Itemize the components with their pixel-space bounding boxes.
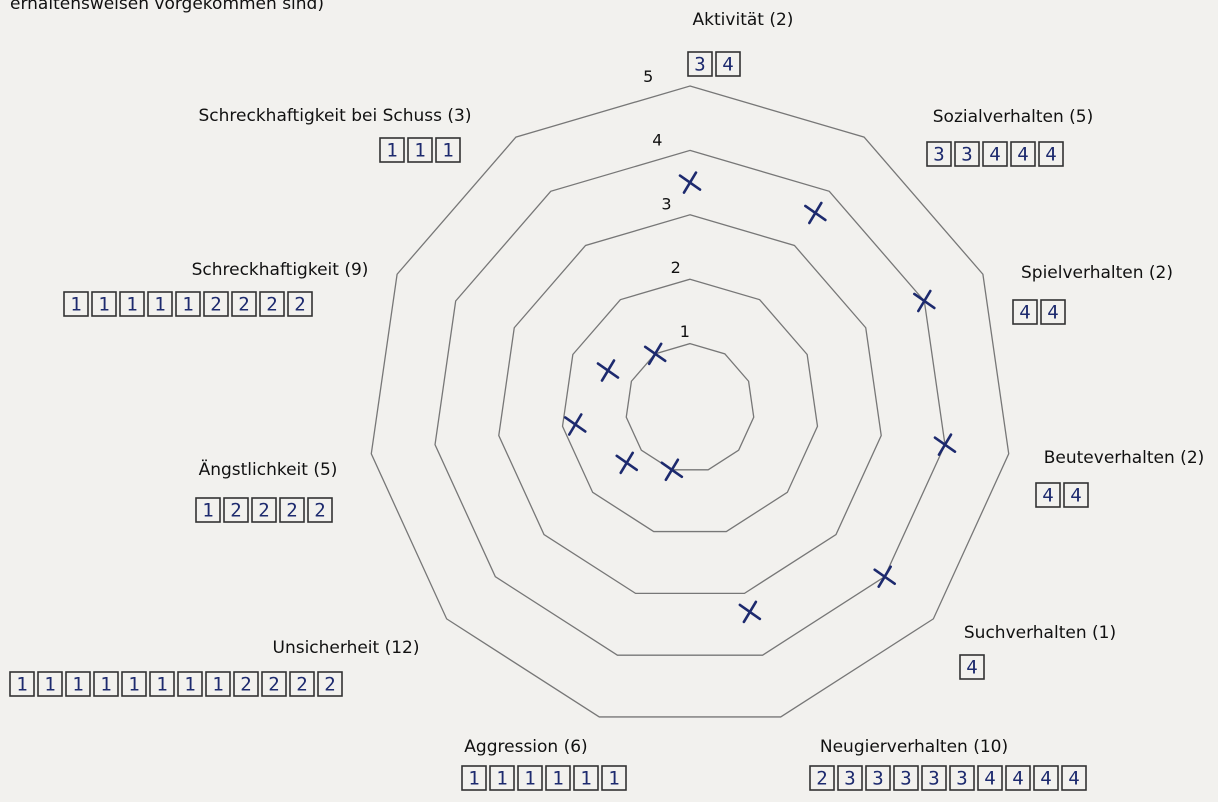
rating: 1 <box>44 674 55 696</box>
x-mark <box>805 203 825 223</box>
axis-label: Unsicherheit (12) <box>273 638 420 658</box>
rating: 4 <box>1019 302 1030 324</box>
rating: 4 <box>966 657 977 679</box>
rating: 4 <box>1012 768 1023 790</box>
rating: 1 <box>154 294 165 316</box>
rating: 3 <box>844 768 855 790</box>
rating: 1 <box>580 768 591 790</box>
rating: 4 <box>1068 768 1079 790</box>
axis-label: Sozialverhalten (5) <box>933 107 1094 127</box>
rating: 3 <box>933 144 944 166</box>
rating: 2 <box>324 674 335 696</box>
rating: 2 <box>238 294 249 316</box>
rating: 1 <box>72 674 83 696</box>
rating: 1 <box>100 674 111 696</box>
rating: 4 <box>1042 485 1053 507</box>
rating: 3 <box>900 768 911 790</box>
x-mark <box>598 361 618 381</box>
ring <box>499 215 881 594</box>
rating: 1 <box>414 140 425 162</box>
rating: 2 <box>294 294 305 316</box>
x-mark <box>875 567 895 587</box>
rating: 3 <box>694 54 705 76</box>
ring-label: 5 <box>643 67 653 86</box>
chart: erhaltensweisen vorgekommen sind) 12345A… <box>0 0 1218 802</box>
axis-label: Neugierverhalten (10) <box>820 737 1008 757</box>
rating: 2 <box>314 500 325 522</box>
rating: 2 <box>210 294 221 316</box>
rating: 4 <box>1017 144 1028 166</box>
rating: 3 <box>928 768 939 790</box>
rating: 1 <box>552 768 563 790</box>
x-mark <box>914 291 934 311</box>
ring <box>626 344 753 470</box>
rating: 2 <box>230 500 241 522</box>
axis-label: Aktivität (2) <box>693 10 794 30</box>
rating: 4 <box>1047 302 1058 324</box>
rating: 1 <box>184 674 195 696</box>
x-mark <box>935 435 955 455</box>
rating: 4 <box>1070 485 1081 507</box>
axis-label: Aggression (6) <box>464 737 587 757</box>
rating: 2 <box>258 500 269 522</box>
axis-label: Schreckhaftigkeit bei Schuss (3) <box>199 106 472 126</box>
rating: 1 <box>212 674 223 696</box>
rating: 3 <box>956 768 967 790</box>
ring-label: 4 <box>652 131 662 150</box>
rating: 2 <box>286 500 297 522</box>
rating: 1 <box>496 768 507 790</box>
ring-label: 3 <box>661 194 671 213</box>
rating: 1 <box>156 674 167 696</box>
rating: 1 <box>386 140 397 162</box>
axis-label: Suchverhalten (1) <box>964 623 1116 643</box>
rating: 2 <box>266 294 277 316</box>
rating: 1 <box>524 768 535 790</box>
rating: 1 <box>442 140 453 162</box>
rating: 1 <box>202 500 213 522</box>
axis-label: Spielverhalten (2) <box>1021 263 1173 283</box>
rating: 4 <box>989 144 1000 166</box>
rating: 1 <box>182 294 193 316</box>
ring-label: 1 <box>680 322 690 341</box>
x-mark <box>645 344 665 364</box>
rating: 4 <box>1045 144 1056 166</box>
rating: 4 <box>984 768 995 790</box>
ring <box>563 279 818 531</box>
axis-label: Beuteverhalten (2) <box>1044 448 1205 468</box>
rating: 1 <box>468 768 479 790</box>
x-mark <box>680 173 700 193</box>
rating: 1 <box>98 294 109 316</box>
rating: 1 <box>16 674 27 696</box>
ring-label: 2 <box>671 258 681 277</box>
rating: 2 <box>816 768 827 790</box>
rating: 2 <box>268 674 279 696</box>
x-mark <box>740 602 760 622</box>
rating: 2 <box>296 674 307 696</box>
rating: 2 <box>240 674 251 696</box>
axis-label: Ängstlichkeit (5) <box>199 459 338 480</box>
rating: 1 <box>128 674 139 696</box>
rating: 1 <box>608 768 619 790</box>
rating: 4 <box>1040 768 1051 790</box>
rating: 3 <box>961 144 972 166</box>
rating: 4 <box>722 54 733 76</box>
rating: 1 <box>70 294 81 316</box>
x-mark <box>565 414 585 434</box>
rating: 1 <box>126 294 137 316</box>
ring <box>435 150 945 655</box>
axis-label: Schreckhaftigkeit (9) <box>192 260 369 280</box>
note: erhaltensweisen vorgekommen sind) <box>10 0 324 14</box>
rating: 3 <box>872 768 883 790</box>
x-mark <box>617 453 637 473</box>
